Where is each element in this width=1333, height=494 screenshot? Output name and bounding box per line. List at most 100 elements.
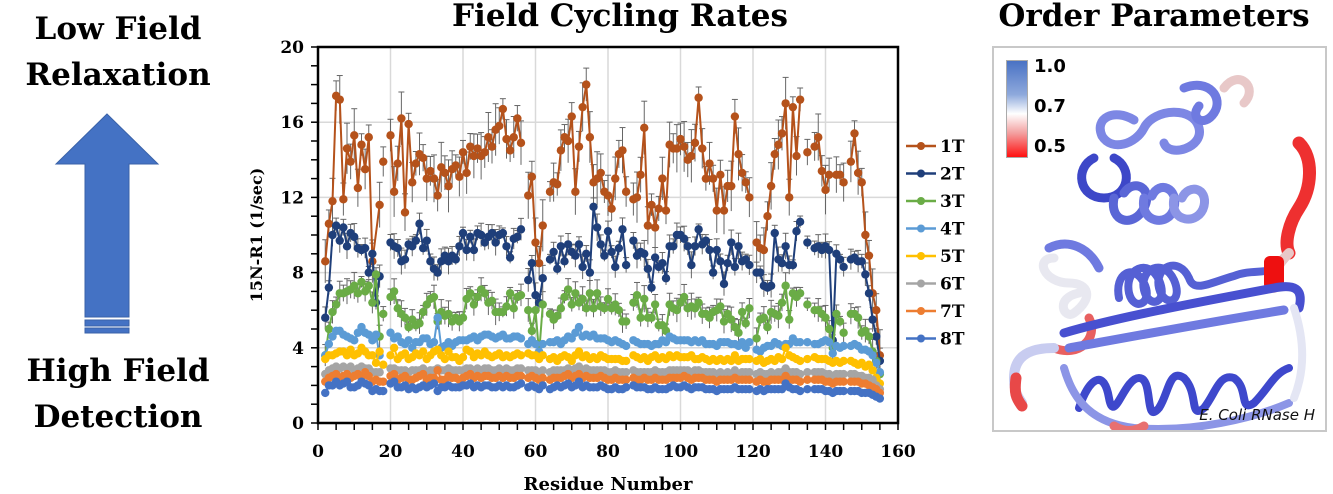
data-point-2T (585, 268, 595, 277)
y-tick-label: 12 (280, 188, 304, 208)
data-point-7T (516, 371, 526, 381)
data-point-3T (505, 289, 515, 298)
data-point-1T (872, 306, 881, 315)
data-point-2T (589, 202, 598, 211)
data-point-1T (846, 157, 856, 166)
data-point-1T (795, 95, 805, 104)
data-point-1T (524, 191, 533, 200)
data-point-1T (458, 148, 468, 157)
data-point-8T (745, 384, 754, 394)
data-point-3T (368, 298, 377, 307)
data-point-1T (708, 174, 718, 183)
data-point-5T (368, 351, 377, 360)
data-point-3T (752, 334, 761, 343)
x-tick-label: 120 (735, 442, 771, 462)
detection-label: Detection (33, 399, 203, 435)
data-point-1T (473, 144, 482, 153)
data-point-3T (582, 304, 591, 313)
data-point-1T (821, 185, 830, 195)
data-point-1T (621, 187, 631, 196)
data-point-1T (353, 183, 363, 193)
data-point-2T (716, 257, 725, 266)
low-field-label: Low Field (34, 11, 202, 47)
data-point-3T (379, 309, 388, 319)
data-point-8T (795, 386, 805, 396)
data-point-1T (861, 230, 870, 240)
data-point-2T (339, 223, 348, 232)
data-point-2T (582, 249, 591, 258)
data-point-3T (621, 317, 631, 326)
field-cycling-chart: 0 4 8 12 16 20 0 20 40 60 80 100 120 140 160 1T 2T 3T 4T 5… (247, 38, 965, 494)
data-point-3T (400, 313, 410, 322)
data-point-5T (440, 354, 450, 364)
x-tick-label: 80 (596, 442, 620, 462)
data-point-1T (389, 187, 399, 196)
data-point-1T (781, 99, 790, 108)
data-point-2T (650, 253, 660, 262)
data-point-1T (596, 168, 605, 178)
legend-label-6T: 6T (940, 275, 965, 295)
data-point-3T (509, 304, 518, 313)
data-point-1T (766, 181, 776, 191)
data-point-3T (527, 326, 537, 336)
data-point-4T (350, 336, 359, 345)
data-point-1T (433, 191, 442, 200)
data-point-1T (640, 123, 649, 133)
data-point-8T (429, 379, 439, 388)
data-point-3T (404, 322, 413, 332)
relaxation-label: Relaxation (25, 57, 211, 93)
data-point-1T (853, 168, 863, 178)
legend-marker-1T (917, 142, 925, 150)
data-point-1T (745, 193, 754, 202)
data-point-1T (777, 129, 787, 138)
data-point-5T (371, 358, 381, 368)
data-point-5T (418, 347, 428, 356)
data-point-1T (658, 174, 667, 183)
data-point-2T (614, 243, 624, 253)
data-point-2T (661, 274, 671, 283)
data-point-3T (672, 306, 682, 315)
data-point-1T (712, 206, 721, 215)
data-point-2T (669, 242, 678, 251)
series-4T (321, 313, 885, 377)
data-point-3T (763, 322, 772, 332)
legend-label-3T: 3T (940, 192, 965, 212)
legend-label-4T: 4T (940, 220, 965, 240)
data-point-1T (759, 245, 769, 255)
data-point-1T (636, 170, 645, 180)
data-point-2T (458, 228, 468, 238)
data-point-6T (538, 366, 547, 375)
legend-label-8T: 8T (940, 330, 965, 350)
data-point-8T (516, 379, 526, 388)
data-point-1T (418, 153, 428, 163)
data-point-2T (422, 236, 431, 245)
data-point-4T (531, 339, 540, 349)
data-point-3T (571, 289, 580, 298)
data-point-2T (687, 260, 696, 270)
data-point-4T (324, 339, 334, 349)
y-tick-label: 20 (280, 38, 304, 58)
data-point-3T (364, 281, 373, 290)
y-tick-label: 4 (292, 339, 304, 359)
data-point-2T (331, 221, 341, 230)
data-point-2T (487, 228, 497, 238)
data-point-2T (766, 281, 776, 290)
data-point-2T (527, 259, 537, 268)
data-point-1T (360, 165, 370, 174)
data-point-2T (756, 268, 765, 277)
data-point-3T (781, 281, 790, 290)
data-point-1T (516, 138, 526, 148)
data-point-2T (727, 238, 736, 247)
x-tick-label: 20 (379, 442, 403, 462)
data-point-1T (411, 159, 421, 168)
data-point-4T (824, 337, 834, 347)
data-point-1T (737, 168, 747, 178)
data-point-1T (484, 133, 493, 142)
data-point-2T (524, 275, 533, 285)
data-point-1T (679, 142, 689, 151)
data-point-2T (872, 332, 881, 341)
legend-marker-3T (917, 197, 925, 205)
data-point-1T (527, 172, 537, 181)
data-point-2T (538, 274, 547, 283)
data-point-2T (342, 242, 352, 251)
